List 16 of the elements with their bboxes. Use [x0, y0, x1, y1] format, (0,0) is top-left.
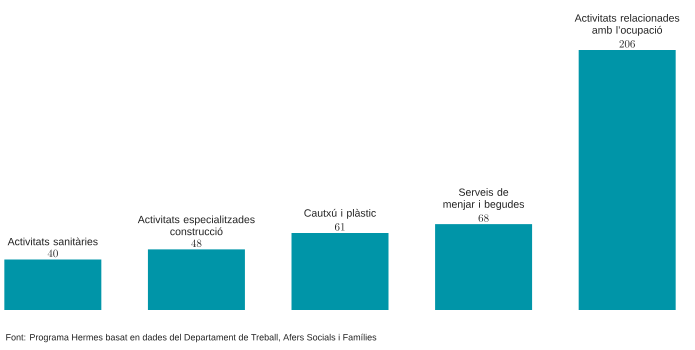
data-label: 206 — [620, 40, 635, 48]
data-label: 61 — [334, 223, 345, 231]
x-tick-label: Serveis de menjar i begudes — [443, 188, 524, 210]
bar — [292, 233, 389, 310]
bar — [435, 224, 532, 310]
text: Font: Programa Hermes basat en dades del Departament de Treball, Afers Socials i Famílies — [6, 334, 376, 342]
bar — [148, 249, 245, 310]
bar — [4, 260, 102, 310]
x-tick-label: Cautxú i plàstic — [304, 208, 376, 219]
x-tick-label: Activitats sanitàries — [8, 237, 98, 246]
data-label: 40 — [48, 250, 58, 258]
bar — [578, 50, 676, 310]
data-label: 68 — [478, 214, 489, 222]
x-tick-label: Activitats relacionades amb l’ocupació — [574, 14, 680, 36]
data-label: 48 — [191, 239, 202, 248]
x-tick-label: Activitats especialitzades construcció — [138, 215, 255, 236]
